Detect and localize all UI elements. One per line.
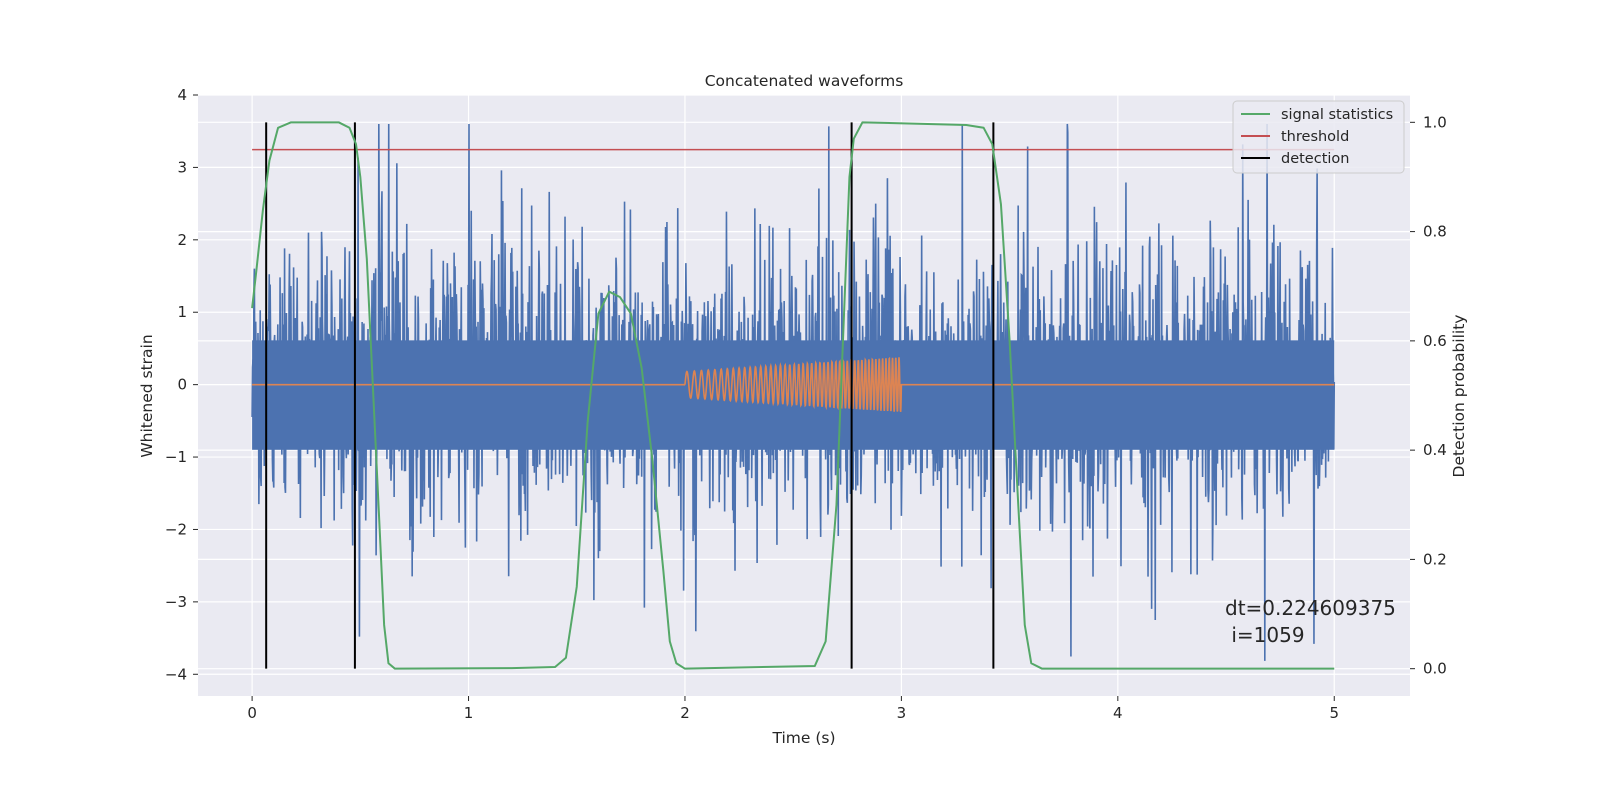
- y-right-tick-label: 0.8: [1423, 223, 1447, 241]
- y-left-tick-label: 1: [177, 303, 187, 321]
- y-axis-right-label: Detection probability: [1450, 315, 1468, 478]
- series-injected-signal: [252, 356, 1335, 412]
- y-right-tick-label: 1.0: [1423, 113, 1447, 131]
- plot-series: [251, 121, 1336, 670]
- annotation-index: i=1059: [1225, 623, 1305, 647]
- x-tick-label: 5: [1329, 704, 1339, 722]
- y-left-tick-label: −1: [165, 448, 187, 466]
- y-left-tick-label: 4: [177, 86, 187, 104]
- y-left-tick-label: −3: [165, 593, 187, 611]
- y-left-tick-label: 3: [177, 158, 187, 176]
- y-left-tick-label: −2: [165, 520, 187, 538]
- legend-box: [1232, 100, 1405, 174]
- chart-title: Concatenated waveforms: [705, 72, 904, 90]
- legend: signal statistics threshold detection: [1232, 100, 1405, 174]
- x-tick-label: 4: [1113, 704, 1123, 722]
- x-axis-label: Time (s): [771, 729, 835, 747]
- legend-label-signal-statistics: signal statistics: [1281, 107, 1393, 123]
- y-right-tick-label: 0.2: [1423, 550, 1447, 568]
- legend-label-detection: detection: [1281, 151, 1349, 167]
- y-left-tick-label: 2: [177, 231, 187, 249]
- annotation-dt: dt=0.224609375: [1225, 596, 1396, 620]
- x-tick-label: 0: [247, 704, 257, 722]
- y-right-tick-label: 0.4: [1423, 441, 1447, 459]
- y-right-tick-label: 0.0: [1423, 660, 1447, 678]
- x-tick-label: 2: [680, 704, 690, 722]
- series-signal-statistics: [251, 121, 1335, 670]
- axis-ticks: 0 1 2 3 4 5 −4 −3 −2 −1 0 1 2 3 4 0.0 0.2 0.4 0.6 0.8 1.0: [165, 86, 1447, 722]
- y-right-tick-label: 0.6: [1423, 332, 1447, 350]
- legend-label-threshold: threshold: [1281, 129, 1349, 145]
- x-tick-label: 3: [897, 704, 907, 722]
- y-left-tick-label: −4: [165, 665, 187, 683]
- y-axis-left-label: Whitened strain: [138, 334, 156, 457]
- y-left-tick-label: 0: [177, 376, 187, 394]
- x-tick-label: 1: [464, 704, 474, 722]
